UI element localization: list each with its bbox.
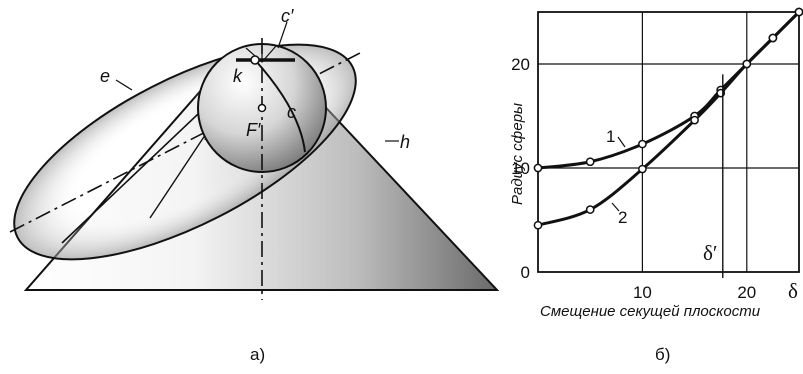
series-2-leader bbox=[611, 202, 620, 212]
leader-e bbox=[115, 79, 133, 91]
label-k: k bbox=[233, 66, 243, 86]
x-tick-label-20: 20 bbox=[737, 283, 756, 302]
caption-b: б) bbox=[655, 345, 670, 364]
data-point-series-2-5 bbox=[742, 59, 752, 69]
x-axis-symbol: δ bbox=[788, 279, 798, 303]
data-point-series-2-3 bbox=[690, 115, 699, 125]
delta-prime-label: δ′ bbox=[703, 241, 718, 265]
x-axis-title: Смещение секущей плоскости bbox=[540, 303, 761, 320]
chart-ticks: 10 20 0 10 20 bbox=[511, 55, 756, 302]
data-point-series-2-2 bbox=[638, 164, 647, 174]
data-point-series-2-6 bbox=[768, 33, 778, 43]
data-point-series-1-0 bbox=[533, 163, 543, 173]
label-h: h bbox=[400, 132, 410, 152]
chart-points bbox=[533, 7, 803, 230]
leader-c-prime bbox=[277, 21, 288, 49]
series-1-leader bbox=[617, 136, 626, 148]
circle-c-arc bbox=[254, 59, 306, 153]
series-2-label: 2 bbox=[618, 208, 627, 227]
data-point-series-2-1 bbox=[585, 205, 595, 214]
data-point-series-1-2 bbox=[638, 139, 647, 149]
chart-frame bbox=[537, 11, 800, 273]
y-axis-title: Радиус сферы bbox=[509, 103, 526, 205]
x-tick-label-10: 10 bbox=[633, 283, 652, 302]
chart-series-lines bbox=[537, 10, 801, 227]
y-tick-label-10: 10 bbox=[511, 159, 530, 178]
series-1-label: 1 bbox=[606, 127, 615, 146]
caption-a: а) bbox=[250, 345, 265, 364]
y-tick-label-20: 20 bbox=[511, 55, 530, 74]
y-tick-label-0: 0 bbox=[521, 263, 530, 282]
label-c: c bbox=[287, 102, 296, 122]
label-c-prime: c′ bbox=[281, 6, 294, 26]
series-line-2 bbox=[537, 10, 801, 227]
label-e: e bbox=[100, 66, 110, 86]
data-point-series-2-7 bbox=[794, 7, 803, 17]
cone-diagram: c′ e k c F′ h а) bbox=[9, 6, 500, 364]
label-f-prime: F′ bbox=[246, 120, 261, 140]
data-point-series-2-0 bbox=[533, 220, 543, 230]
chart: 10 20 0 10 20 δ′ 1 2 Радиус сферы Смещение с… bbox=[509, 7, 803, 364]
data-point-series-1-1 bbox=[585, 157, 595, 167]
point-k bbox=[250, 55, 260, 65]
point-f-prime bbox=[257, 103, 267, 113]
